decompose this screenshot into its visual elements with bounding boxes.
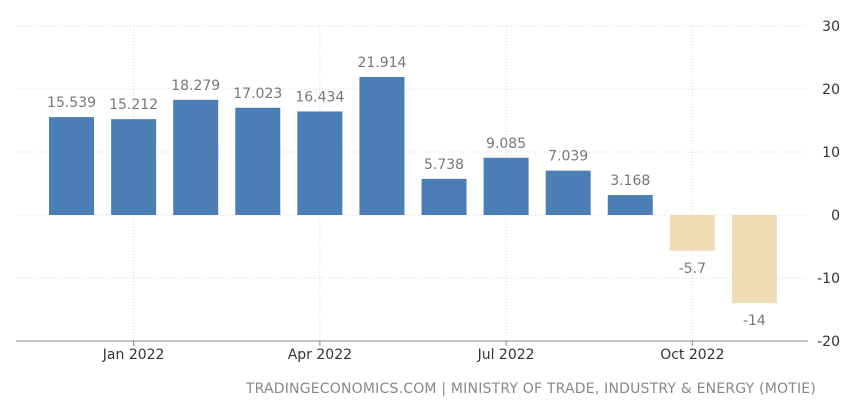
bar [545, 170, 591, 215]
source-attribution: TRADINGECONOMICS.COM | MINISTRY OF TRADE… [245, 381, 816, 397]
bar [111, 119, 157, 215]
data-label: 15.212 [109, 97, 158, 113]
data-label: 16.434 [295, 89, 344, 105]
x-tick-label: Oct 2022 [660, 347, 724, 363]
bar [669, 215, 715, 251]
data-label: 15.539 [47, 95, 96, 111]
x-tick-label: Jul 2022 [477, 347, 535, 363]
y-tick-label: 20 [822, 82, 840, 98]
data-label: 7.039 [548, 149, 588, 165]
data-label: -5.7 [679, 261, 706, 277]
y-tick-label: 0 [831, 208, 840, 224]
data-label: 5.738 [424, 157, 464, 173]
data-label: 17.023 [233, 86, 282, 102]
bar [483, 157, 529, 215]
y-tick-label: 10 [822, 145, 840, 161]
y-tick-label: 30 [822, 19, 840, 35]
bar [421, 178, 467, 215]
data-label: 18.279 [171, 78, 220, 94]
data-label: 9.085 [486, 136, 526, 152]
bar [731, 215, 777, 304]
data-label: 3.168 [610, 173, 650, 189]
bar [49, 117, 95, 215]
bar [297, 111, 343, 215]
x-tick-label: Jan 2022 [102, 347, 165, 363]
y-tick-label: -10 [817, 271, 840, 287]
data-label: 21.914 [357, 55, 406, 71]
data-label: -14 [743, 313, 766, 329]
y-tick-label: -20 [817, 334, 840, 350]
bar [607, 195, 653, 215]
bar [359, 76, 405, 215]
bar [173, 99, 219, 215]
x-tick-label: Apr 2022 [288, 347, 352, 363]
bar [235, 107, 281, 215]
